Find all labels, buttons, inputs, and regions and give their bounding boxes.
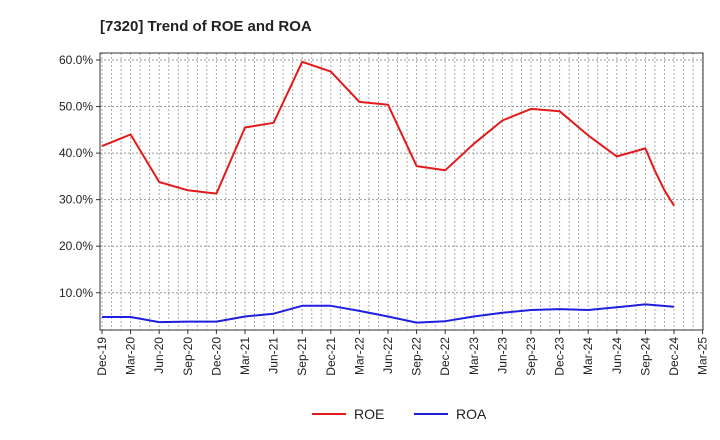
y-axis-ticks: 10.0% 20.0% 30.0% 40.0% 50.0% 60.0% bbox=[59, 53, 100, 300]
y-tick-label: 50.0% bbox=[59, 100, 93, 114]
x-tick-label: Sep-23 bbox=[524, 337, 538, 376]
x-tick-label: Mar-20 bbox=[124, 337, 138, 375]
x-axis-ticks: Dec-19 Mar-20 Jun-20 Sep-20 Dec-20 Mar-21 Jun-… bbox=[95, 330, 710, 376]
x-tick-label: Sep-20 bbox=[181, 337, 195, 376]
x-tick-label: Mar-21 bbox=[238, 337, 252, 375]
y-tick-label: 30.0% bbox=[59, 193, 93, 207]
x-tick-label: Mar-25 bbox=[696, 337, 710, 375]
x-tick-label: Dec-22 bbox=[438, 337, 452, 376]
x-tick-label: Jun-22 bbox=[381, 337, 395, 374]
x-tick-label: Dec-21 bbox=[324, 337, 338, 376]
x-tick-label: Sep-24 bbox=[638, 337, 652, 376]
y-tick-label: 40.0% bbox=[59, 146, 93, 160]
x-tick-label: Dec-20 bbox=[209, 337, 223, 376]
y-tick-label: 10.0% bbox=[59, 286, 93, 300]
plot-frame bbox=[99, 52, 704, 331]
legend: ROE ROA bbox=[312, 406, 487, 422]
grid-lines bbox=[100, 53, 704, 330]
x-tick-label: Jun-23 bbox=[495, 337, 509, 374]
x-tick-label: Sep-22 bbox=[410, 337, 424, 376]
series-line-roa bbox=[102, 303, 675, 324]
x-tick-label: Jun-21 bbox=[267, 337, 281, 374]
x-tick-label: Mar-22 bbox=[352, 337, 366, 375]
chart-title: [7320] Trend of ROE and ROA bbox=[100, 18, 312, 35]
series-lines bbox=[101, 60, 675, 324]
y-tick-label: 20.0% bbox=[59, 239, 93, 253]
x-tick-label: Dec-19 bbox=[95, 337, 109, 376]
x-tick-label: Mar-23 bbox=[467, 337, 481, 375]
x-tick-label: Mar-24 bbox=[581, 337, 595, 375]
series-line-roe bbox=[101, 60, 675, 207]
x-tick-label: Jun-20 bbox=[152, 337, 166, 374]
x-tick-label: Sep-21 bbox=[295, 337, 309, 376]
y-tick-label: 60.0% bbox=[59, 53, 93, 67]
x-tick-label: Dec-23 bbox=[553, 337, 567, 376]
x-tick-label: Jun-24 bbox=[610, 337, 624, 374]
legend-roe-label: ROE bbox=[354, 406, 384, 422]
legend-roa-label: ROA bbox=[456, 406, 487, 422]
x-tick-label: Dec-24 bbox=[667, 337, 681, 376]
